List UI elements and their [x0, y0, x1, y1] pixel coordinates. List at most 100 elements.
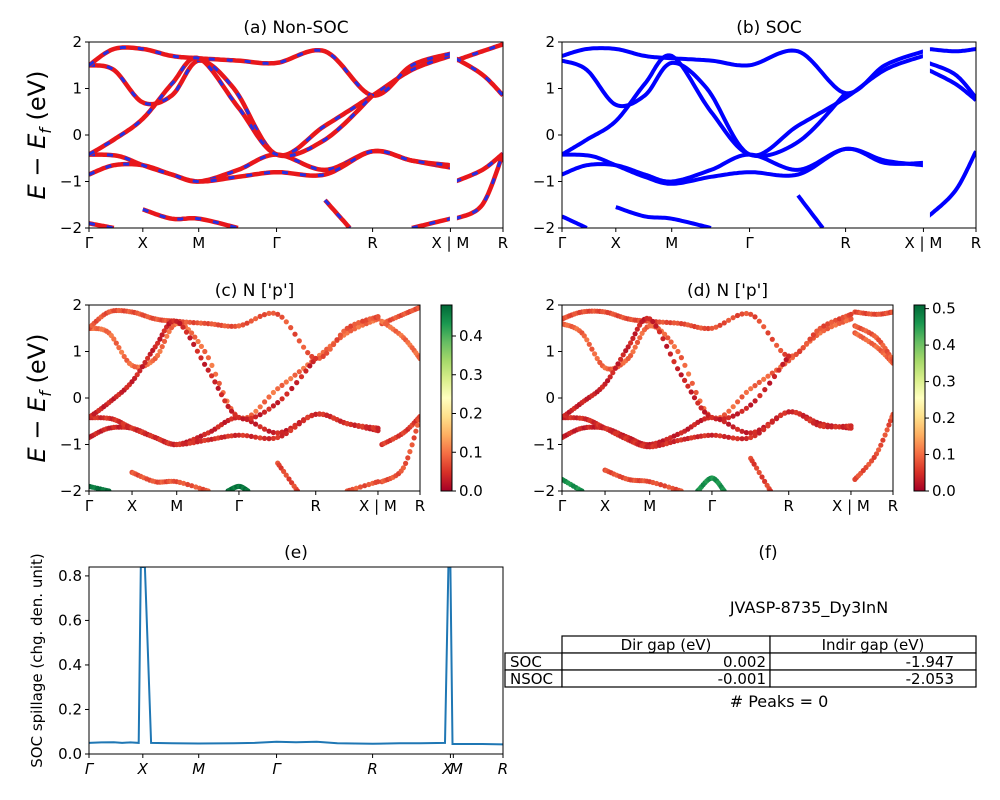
band-point	[209, 373, 215, 379]
band-point	[409, 442, 415, 448]
band-point	[257, 313, 263, 319]
band-point	[634, 339, 641, 345]
band-point	[145, 355, 151, 361]
colorbar-tick-label: 0.1	[459, 443, 483, 461]
x-tick-label: X	[441, 760, 453, 778]
band-point	[137, 368, 143, 374]
band-point	[829, 319, 835, 325]
band-point	[244, 320, 250, 326]
x-tick-label: M	[450, 760, 463, 778]
band-point	[331, 341, 337, 348]
panel-b-soc: (b) SOC −2 −1 0 1 2 Γ X M Γ R X | M R	[533, 18, 981, 252]
x-tick-label: R	[840, 234, 850, 252]
band-point	[159, 344, 165, 350]
band-point	[664, 343, 670, 349]
band-point	[761, 324, 767, 330]
band-point	[797, 348, 803, 355]
band-point	[726, 415, 732, 421]
path-break	[449, 43, 457, 227]
band-point	[270, 435, 276, 441]
band-line	[927, 68, 976, 102]
band-point	[682, 362, 688, 368]
band-point	[743, 405, 750, 411]
band-point	[337, 332, 343, 338]
band-point	[155, 340, 161, 346]
band-point	[166, 329, 172, 335]
band-line-dashed	[89, 56, 374, 158]
band-point	[270, 429, 276, 436]
band-point	[581, 333, 587, 339]
band-point	[786, 409, 792, 415]
band-point	[586, 341, 592, 347]
y-tick-label: 0.8	[58, 567, 82, 585]
band-point	[177, 320, 183, 326]
band-point	[283, 379, 289, 385]
band-point	[748, 311, 754, 317]
band-point	[713, 416, 719, 422]
band-point	[658, 482, 664, 488]
band-point	[695, 400, 701, 406]
x-tick-label: R	[415, 497, 425, 515]
y-tick-label: 2	[545, 296, 555, 314]
band-point	[403, 460, 409, 466]
y-tick-label: −2	[60, 219, 82, 237]
band-point	[301, 418, 307, 424]
x-tick-label: Γ	[272, 760, 282, 778]
band-point	[279, 396, 285, 402]
band-point	[288, 427, 294, 434]
band-point	[229, 323, 235, 329]
band-point	[261, 426, 268, 432]
band-point	[678, 488, 684, 491]
band-line	[926, 150, 976, 218]
band-point	[296, 369, 302, 375]
band-point	[771, 373, 778, 380]
table-row-label: SOC	[510, 653, 542, 671]
band-point	[810, 332, 817, 338]
band-point	[774, 342, 780, 348]
y-tick-label: −1	[60, 173, 82, 191]
x-tick-label: Γ	[85, 234, 94, 252]
x-tick-label: Γ	[85, 497, 94, 515]
band-line-dashed	[323, 199, 351, 228]
x-tick-label: X	[137, 760, 149, 778]
band-point	[301, 344, 307, 350]
band-point	[721, 488, 727, 491]
band-point	[192, 334, 198, 340]
gap-table: Dir gap (eV) Indir gap (eV) SOC 0.002 -1.947…	[504, 635, 977, 688]
colorbar-tick-label: 0.0	[459, 482, 483, 500]
band-line	[796, 194, 825, 228]
band-point	[121, 353, 127, 360]
y-tick-label: 0.2	[58, 700, 82, 718]
band-point	[717, 322, 723, 328]
y-tick-label: −1	[533, 173, 555, 191]
band-line	[615, 205, 712, 228]
band-point	[257, 424, 263, 430]
x-tick-label: Γ	[85, 760, 95, 778]
band-point	[257, 404, 263, 410]
band-line	[89, 55, 375, 159]
band-point	[721, 320, 727, 326]
band-point	[261, 312, 268, 318]
band-point	[761, 427, 767, 433]
band-point	[183, 329, 190, 335]
band-point	[292, 424, 298, 430]
colorbar-tick-label: 0.2	[932, 409, 956, 427]
colorbar-tick-label: 0.5	[932, 300, 956, 318]
band-line	[562, 146, 924, 186]
band-point	[352, 321, 358, 327]
axes-frame	[88, 566, 504, 755]
band-point	[244, 416, 250, 422]
band-point	[161, 328, 167, 334]
band-point	[654, 480, 660, 487]
band-point	[682, 377, 688, 383]
panel-title: (c) N ['p']	[215, 281, 295, 301]
band-point	[240, 322, 246, 328]
band-point	[292, 331, 298, 337]
band-point	[825, 321, 831, 327]
band-point	[155, 352, 161, 359]
band-point	[630, 349, 636, 355]
band-point	[296, 338, 302, 344]
band-point	[589, 346, 595, 352]
band-point	[341, 328, 347, 334]
